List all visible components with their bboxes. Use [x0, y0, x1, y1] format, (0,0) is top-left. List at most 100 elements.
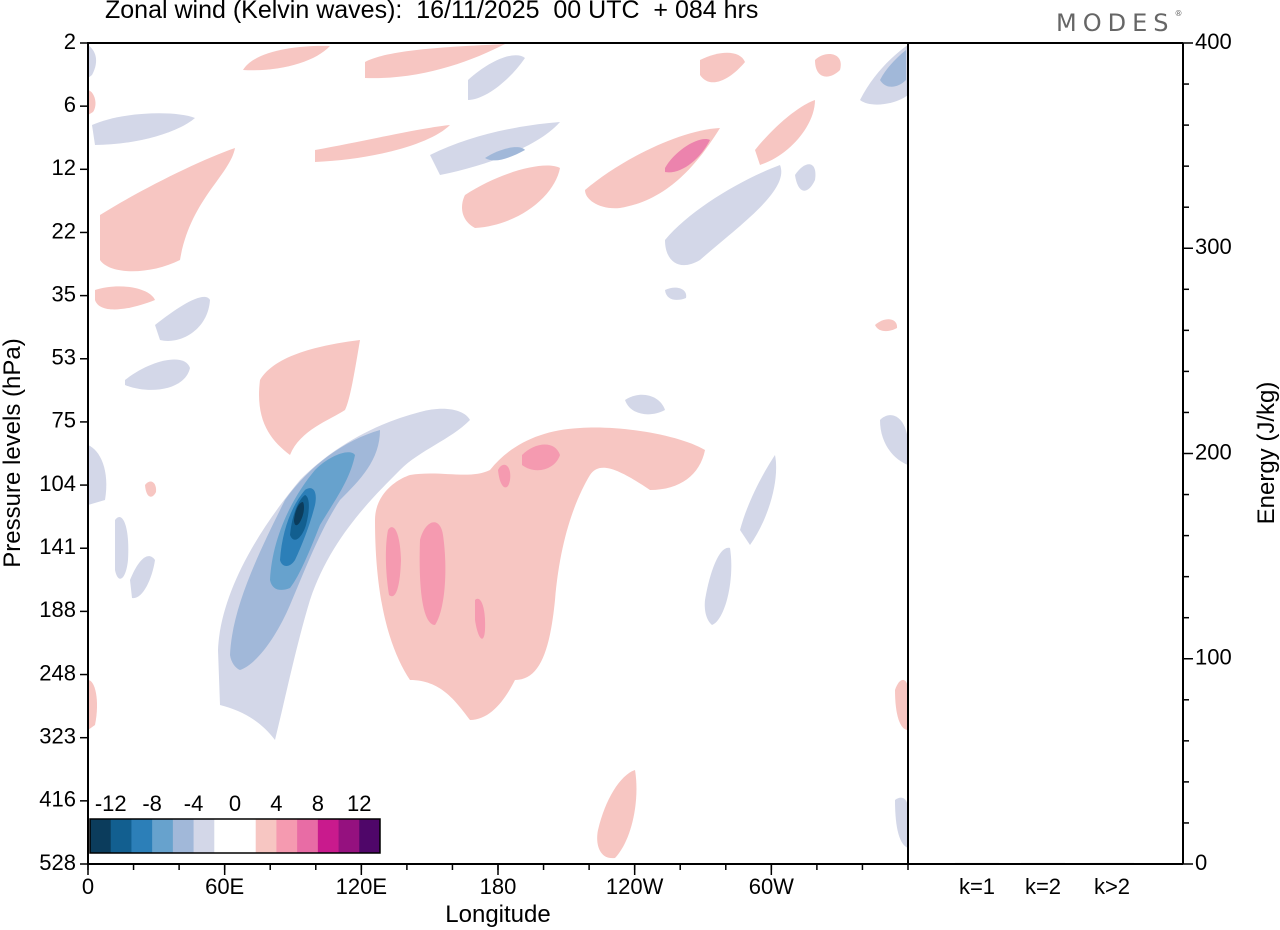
colorbar-swatch	[317, 819, 340, 853]
x-axis-label: Longitude	[445, 901, 550, 928]
colorbar-swatch	[152, 819, 174, 853]
energy-bar	[1090, 862, 1134, 864]
energy-tick-label: 300	[1195, 234, 1232, 259]
contour-negative	[485, 147, 525, 161]
contour-negative	[740, 455, 777, 545]
contour-positive	[700, 52, 745, 83]
energy-tick-label: 0	[1195, 850, 1207, 875]
colorbar-tick-label: 0	[229, 791, 241, 816]
y-tick-label: 53	[52, 345, 76, 370]
contour-negative	[880, 415, 908, 465]
y-tick-label: 323	[39, 724, 76, 749]
contour-positive	[875, 319, 898, 332]
y-tick-label: 6	[64, 92, 76, 117]
y-tick-label: 104	[39, 471, 76, 496]
colorbar-swatch	[110, 819, 132, 853]
contour-positive	[522, 444, 560, 471]
contour-positive	[243, 45, 330, 71]
colorbar-tick-label: -4	[184, 791, 204, 816]
chart-title: Zonal wind (Kelvin waves): 16/11/2025 00…	[105, 0, 759, 24]
contour-negative	[430, 122, 560, 175]
contour-negative	[468, 55, 525, 100]
contour-positive	[475, 598, 486, 639]
contour-negative	[92, 113, 195, 145]
x-tick-label: 120E	[336, 874, 387, 899]
contour-positive	[498, 464, 511, 488]
colorbar-swatch	[338, 819, 360, 853]
y-axis-label: Pressure levels (hPa)	[0, 338, 26, 567]
energy-bar-label: k>2	[1094, 874, 1130, 899]
energy-bars: k=1 k=2 k>2	[955, 862, 1134, 899]
contour-negative	[665, 165, 782, 266]
colorbar-swatch	[235, 819, 257, 853]
contour-positive	[755, 100, 815, 165]
x-tick-label: 0	[82, 874, 94, 899]
brand-mark: ®	[1174, 9, 1183, 18]
colorbar-swatch	[172, 819, 195, 853]
colorbar-tick-label: 8	[312, 791, 324, 816]
colorbar-swatch	[276, 819, 298, 853]
x-tick-label: 60E	[205, 874, 244, 899]
contour-negative	[895, 797, 908, 848]
contour-negative	[88, 445, 107, 505]
energy-axis-ticks: 0 100 200 300 400	[1183, 29, 1232, 875]
contour-negative	[88, 45, 97, 78]
energy-bar	[1021, 862, 1065, 864]
contour-positive	[145, 481, 157, 497]
brand-name: MODES	[1056, 9, 1175, 37]
y-tick-label: 248	[39, 660, 76, 685]
contour-positive	[95, 286, 155, 310]
contour-negative	[125, 359, 190, 390]
contour-negative	[294, 502, 304, 526]
contour-positive	[419, 522, 446, 625]
contour-positive	[100, 148, 235, 272]
contour-positive	[259, 340, 360, 455]
brand-logo: MODES®	[1056, 9, 1182, 37]
contour-negative	[115, 516, 129, 579]
contour-negative	[130, 556, 155, 599]
contour-positive	[385, 527, 401, 597]
x-axis-ticks: 0 60E 120E 180 120W 60W	[82, 864, 909, 899]
y-tick-label: 416	[39, 787, 76, 812]
contour-positive	[88, 90, 96, 115]
colorbar-tick-label: 4	[270, 791, 282, 816]
y-tick-label: 528	[39, 850, 76, 875]
energy-bar-label: k=2	[1025, 874, 1061, 899]
y-tick-label: 22	[52, 218, 76, 243]
colorbar-swatch	[255, 819, 277, 853]
contour-positive	[895, 679, 908, 730]
energy-bar	[955, 862, 999, 864]
colorbar-swatch	[131, 819, 153, 853]
colorbar-swatch	[214, 819, 236, 853]
colorbar-swatch	[297, 819, 319, 853]
contour-negative	[880, 50, 906, 87]
colorbar-tick-label: 12	[347, 791, 371, 816]
x-tick-label: 120W	[606, 874, 664, 899]
energy-bar-label: k=1	[959, 874, 995, 899]
y-tick-label: 2	[64, 29, 76, 54]
energy-tick-label: 200	[1195, 439, 1232, 464]
contour-field	[88, 44, 908, 859]
contour-positive	[365, 44, 505, 79]
contour-positive	[815, 54, 841, 77]
contour-positive	[597, 770, 637, 859]
y-axis-ticks: 2 6 12 22 35 53 75 104 141 188 248 323 416 528	[39, 29, 88, 875]
contour-negative	[218, 408, 470, 740]
x-tick-label: 60W	[749, 874, 794, 899]
y-tick-label: 188	[39, 597, 76, 622]
contour-positive	[375, 427, 705, 720]
contour-positive	[665, 139, 710, 173]
energy-axis-label: Energy (J/kg)	[1253, 382, 1280, 525]
contour-positive	[88, 680, 98, 730]
contour-positive	[462, 165, 560, 228]
contour-negative	[795, 164, 816, 191]
contour-negative	[155, 296, 210, 341]
y-tick-label: 141	[39, 534, 76, 559]
energy-tick-label: 100	[1195, 645, 1232, 670]
colorbar-swatch	[193, 819, 215, 853]
energy-tick-label: 400	[1195, 29, 1232, 54]
colorbar-tick-label: -12	[95, 791, 127, 816]
contour-negative	[704, 547, 732, 625]
y-tick-label: 75	[52, 408, 76, 433]
